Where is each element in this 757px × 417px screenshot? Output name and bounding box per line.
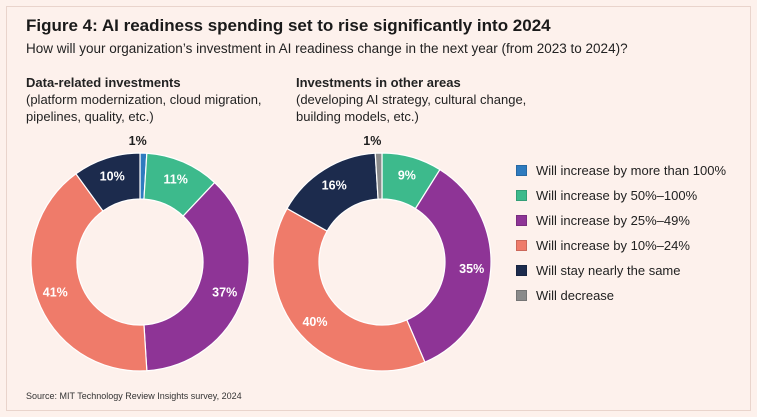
figure-subtitle: How will your organization’s investment …: [26, 41, 628, 56]
legend-swatch: [516, 265, 527, 276]
right-chart-title: Investments in other areas: [296, 75, 461, 90]
left-chart-description: (platform modernization, cloud migration…: [26, 92, 262, 124]
slice-label: 9%: [398, 169, 416, 183]
legend-swatch: [516, 290, 527, 301]
donut-slice: [143, 181, 250, 372]
legend-swatch: [516, 165, 527, 176]
left-chart-heading: Data-related investments (platform moder…: [26, 74, 266, 125]
donut-slice: [405, 168, 492, 363]
legend-item: Will decrease: [516, 283, 726, 308]
legend-item: Will increase by more than 100%: [516, 158, 726, 183]
slice-label: 35%: [459, 262, 484, 276]
chart-legend: Will increase by more than 100% Will inc…: [516, 158, 726, 308]
legend-label: Will increase by 50%–100%: [536, 188, 698, 203]
donut-slice: [30, 172, 148, 372]
figure-title: Figure 4: AI readiness spending set to r…: [26, 16, 551, 35]
legend-label: Will decrease: [536, 288, 615, 303]
slice-label: 40%: [302, 315, 327, 329]
legend-label: Will increase by 10%–24%: [536, 238, 690, 253]
donut-chart-other-areas: 9% 35% 40% 16% 1%: [272, 134, 492, 372]
legend-item: Will increase by 25%–49%: [516, 208, 726, 233]
slice-label: 41%: [43, 286, 68, 300]
donut-slice: [272, 207, 426, 372]
donut-slice: [374, 152, 383, 200]
slice-label: 11%: [164, 172, 188, 186]
left-chart-title: Data-related investments: [26, 75, 181, 90]
legend-label: Will stay nearly the same: [536, 263, 681, 278]
legend-swatch: [516, 240, 527, 251]
legend-label: Will increase by 25%–49%: [536, 213, 690, 228]
slice-label: 10%: [100, 169, 125, 183]
donut-slice: [75, 152, 141, 212]
legend-swatch: [516, 190, 527, 201]
legend-item: Will stay nearly the same: [516, 258, 726, 283]
donut-chart-data-related: 1% 11% 37% 41% 10%: [30, 134, 250, 372]
right-chart-description: (developing AI strategy, cultural change…: [296, 92, 527, 124]
source-note: Source: MIT Technology Review Insights s…: [26, 391, 242, 401]
legend-swatch: [516, 215, 527, 226]
right-chart-heading: Investments in other areas (developing A…: [296, 74, 536, 125]
slice-label: 16%: [322, 179, 347, 193]
legend-item: Will increase by 50%–100%: [516, 183, 726, 208]
legend-item: Will increase by 10%–24%: [516, 233, 726, 258]
slice-label: 1%: [129, 134, 147, 148]
slice-label: 37%: [212, 286, 237, 300]
slice-label: 1%: [363, 134, 381, 148]
figure-frame: [6, 6, 751, 411]
legend-label: Will increase by more than 100%: [536, 163, 727, 178]
